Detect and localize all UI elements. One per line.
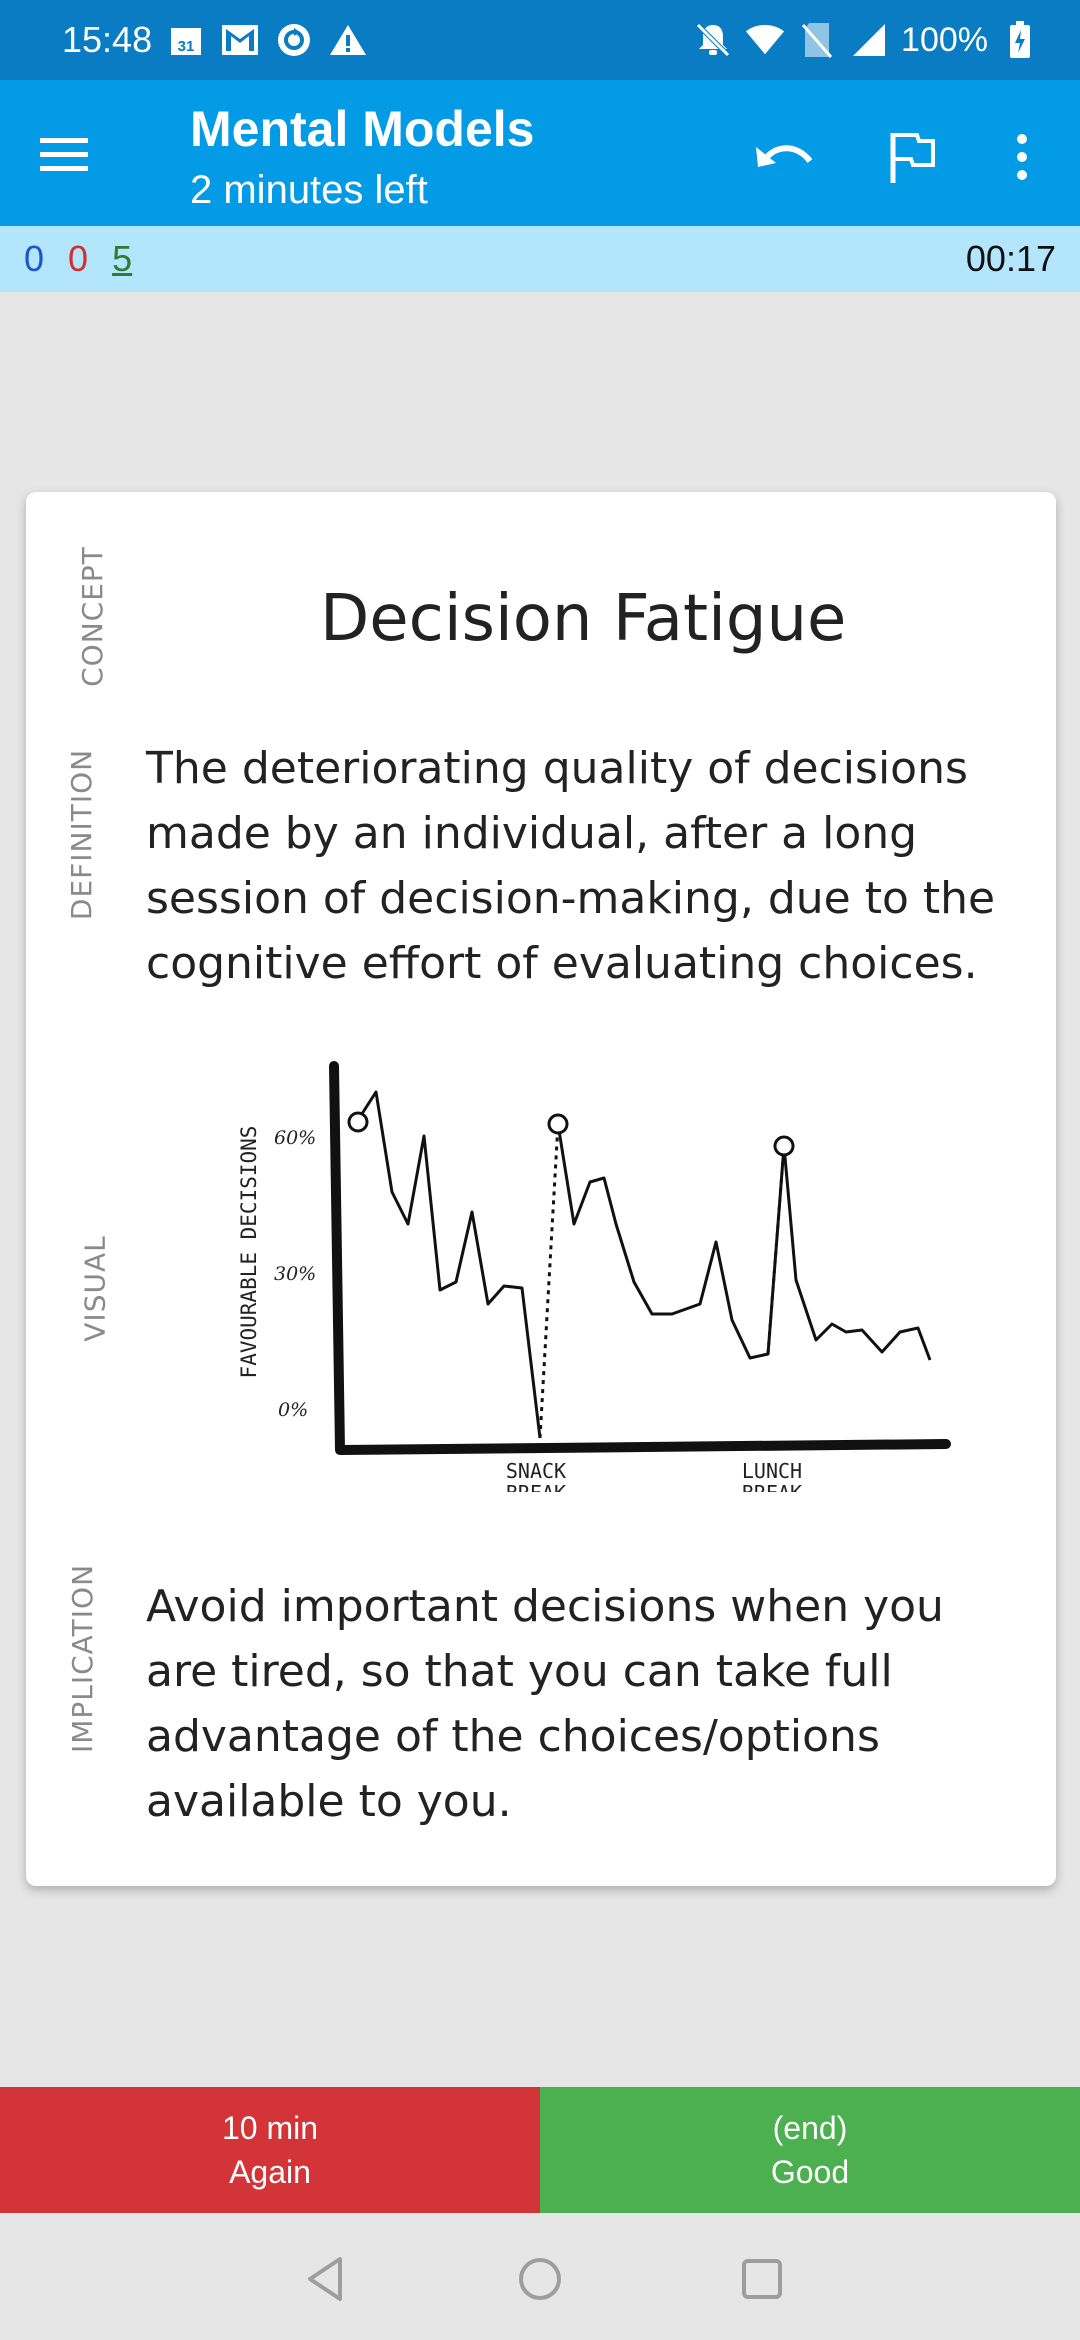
menu-icon[interactable] xyxy=(36,126,108,182)
back-icon[interactable] xyxy=(296,2249,356,2309)
tick-30: 30% xyxy=(274,1263,316,1285)
more-vert-icon[interactable] xyxy=(982,120,1062,194)
good-button[interactable]: (end) Good xyxy=(540,2087,1080,2213)
recents-icon[interactable] xyxy=(732,2249,792,2309)
signal-icon xyxy=(849,20,889,60)
warning-icon xyxy=(328,20,368,60)
mute-icon xyxy=(693,20,733,60)
good-label: Good xyxy=(770,2154,850,2190)
again-interval: 10 min xyxy=(221,2110,319,2146)
tick-0: 0% xyxy=(278,1399,308,1421)
decision-fatigue-sketch: FAVOURABLE DECISIONS 60% 30% 0% SNACK BR… xyxy=(206,1052,966,1505)
card-timer: 00:17 xyxy=(965,238,1056,279)
gmail-icon xyxy=(220,20,260,60)
implication-text: Avoid important decisions when you are t… xyxy=(146,1581,944,1827)
snack-label-2: BREAK xyxy=(506,1481,566,1492)
flag-icon[interactable] xyxy=(872,120,952,194)
visual-label: VISUAL xyxy=(78,1235,112,1342)
new-count: 0 xyxy=(24,238,45,279)
battery-charging-icon xyxy=(1000,20,1040,60)
app-bar: Mental Models 2 minutes left xyxy=(0,80,1080,226)
concept-title: Decision Fatigue xyxy=(320,582,847,656)
snack-label-1: SNACK xyxy=(506,1459,566,1483)
tick-60: 60% xyxy=(274,1127,316,1149)
lunch-label-1: LUNCH xyxy=(742,1459,802,1483)
again-label: Again xyxy=(229,2154,311,2190)
calendar-day: 31 xyxy=(178,38,195,55)
system-nav-bar xyxy=(0,2213,1080,2340)
review-count: 5 xyxy=(112,238,133,279)
status-bar: 15:48 31 100% xyxy=(0,0,1080,80)
definition-text: The deteriorating quality of decisions m… xyxy=(146,743,996,989)
deck-title: Mental Models xyxy=(190,101,535,157)
home-icon[interactable] xyxy=(510,2249,570,2309)
flashcard[interactable]: CONCEPT DEFINITION VISUAL IMPLICATION De… xyxy=(26,492,1056,1886)
counts-bar: 0 0 5 00:17 xyxy=(0,226,1080,292)
concept-label: CONCEPT xyxy=(75,546,109,687)
lunch-label-2: BREAK xyxy=(742,1481,802,1492)
good-interval: (end) xyxy=(772,2110,848,2146)
calendar-icon: 31 xyxy=(166,20,206,60)
battery-percent: 100% xyxy=(901,20,988,59)
again-button[interactable]: 10 min Again xyxy=(0,2087,540,2213)
status-time: 15:48 xyxy=(62,19,153,60)
chart-ylabel: FAVOURABLE DECISIONS xyxy=(237,1126,261,1379)
implication-label: IMPLICATION xyxy=(66,1563,100,1754)
no-sim-icon xyxy=(797,20,837,60)
wifi-icon xyxy=(745,20,785,60)
sync-icon xyxy=(274,20,314,60)
learning-count: 0 xyxy=(68,238,89,279)
undo-icon[interactable] xyxy=(744,120,824,194)
time-left: 2 minutes left xyxy=(190,168,428,212)
definition-label: DEFINITION xyxy=(65,748,99,921)
